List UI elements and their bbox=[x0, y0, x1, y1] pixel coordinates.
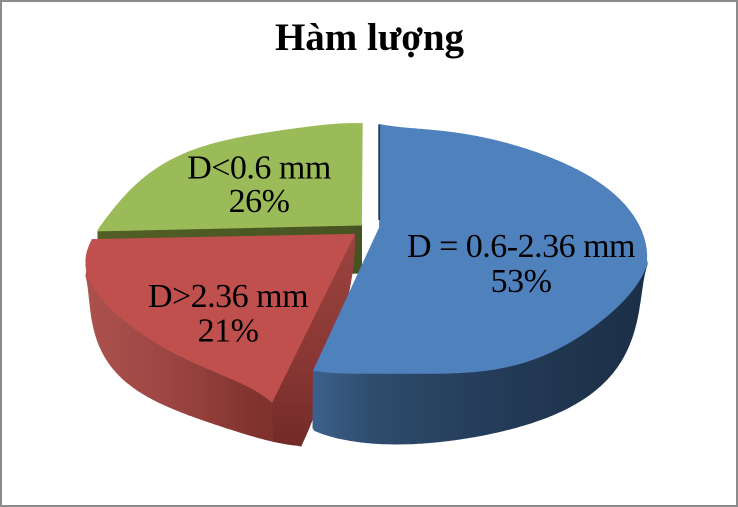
svg-text:D<0.6 mm: D<0.6 mm bbox=[187, 150, 331, 187]
svg-text:53%: 53% bbox=[491, 263, 552, 300]
svg-text:D>2.36 mm: D>2.36 mm bbox=[148, 278, 308, 315]
svg-text:Hàm lượng: Hàm lượng bbox=[275, 16, 465, 59]
svg-text:D = 0.6-2.36 mm: D = 0.6-2.36 mm bbox=[407, 228, 635, 265]
svg-text:26%: 26% bbox=[229, 183, 290, 220]
svg-text:21%: 21% bbox=[198, 313, 259, 350]
